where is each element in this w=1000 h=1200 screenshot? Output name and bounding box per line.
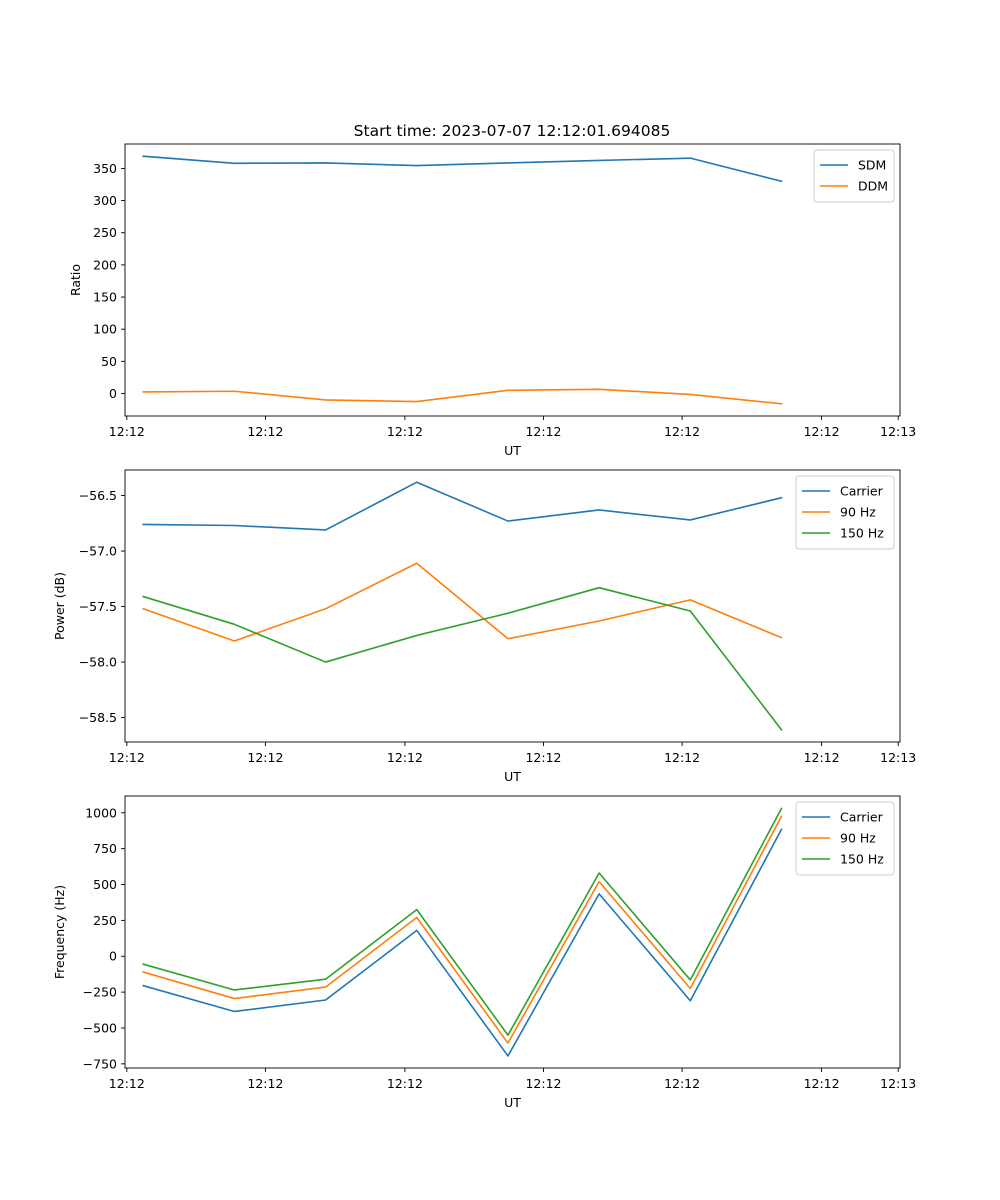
series-line-90-hz	[142, 815, 783, 1044]
y-tick-label: −58.0	[79, 655, 117, 670]
legend: SDM DDM	[813, 149, 895, 203]
y-tick-label: −750	[83, 1056, 117, 1071]
y-tick-label: 50	[101, 354, 117, 369]
x-tick-label: 12:12	[387, 424, 423, 439]
series-line-90-hz	[142, 562, 783, 642]
y-tick-label: 1000	[85, 805, 117, 820]
y-axis-label: Frequency (Hz)	[52, 885, 67, 979]
x-tick-label: 12:13	[880, 750, 916, 765]
x-tick-label: 12:12	[387, 750, 423, 765]
axes-frame	[124, 469, 901, 743]
x-tick-label: 12:12	[804, 750, 840, 765]
x-tick-label: 12:12	[664, 750, 700, 765]
y-tick-label: 150	[93, 290, 117, 305]
y-tick-label: 0	[109, 386, 117, 401]
x-tick-label: 12:12	[664, 424, 700, 439]
y-tick-label: −500	[83, 1020, 117, 1035]
series-line-sdm	[142, 155, 783, 183]
chart-panel-frequency: 12:12 12:12 12:12 12:12 12:12 12:12 12:13 1000 7…	[52, 795, 916, 1110]
y-tick-label: −57.5	[79, 599, 117, 614]
x-tick-label: 12:13	[880, 1076, 916, 1091]
x-tick-label: 12:12	[804, 424, 840, 439]
y-tick-label: 250	[93, 225, 117, 240]
x-tick-label: 12:12	[525, 1076, 561, 1091]
series-line-carrier	[142, 828, 783, 1057]
x-axis-label: UT	[504, 443, 521, 458]
x-axis-label: UT	[504, 769, 521, 784]
y-tick-label: 100	[93, 322, 117, 337]
x-tick-label: 12:12	[109, 750, 145, 765]
x-tick-label: 12:12	[525, 750, 561, 765]
x-tick-label: 12:13	[880, 424, 916, 439]
legend-box	[795, 475, 895, 550]
y-tick-label: 200	[93, 257, 117, 272]
y-tick-label: 0	[109, 949, 117, 964]
series-line-150-hz	[142, 586, 783, 731]
y-tick-label: 300	[93, 193, 117, 208]
legend-entry: 150 Hz	[840, 852, 884, 867]
y-tick-label: −56.5	[79, 488, 117, 503]
x-tick-label: 12:12	[525, 424, 561, 439]
chart-panel-ratio: 12:12 12:12 12:12 12:12 12:12 12:12 12:13 0 50 10…	[68, 143, 916, 458]
axes-frame	[124, 795, 901, 1069]
legend-entry: 150 Hz	[840, 526, 884, 541]
legend-entry: 90 Hz	[840, 505, 876, 520]
legend-entry: Carrier	[840, 484, 884, 499]
x-axis-label: UT	[504, 1095, 521, 1110]
y-tick-label: 250	[93, 913, 117, 928]
y-axis-label: Ratio	[68, 264, 83, 296]
x-tick-label: 12:12	[247, 1076, 283, 1091]
y-tick-label: 750	[93, 841, 117, 856]
y-tick-label: −57.0	[79, 544, 117, 559]
series-line-150-hz	[142, 807, 783, 1036]
y-tick-label: −58.5	[79, 710, 117, 725]
y-axis-label: Power (dB)	[52, 572, 67, 640]
legend-box	[813, 149, 895, 203]
x-tick-label: 12:12	[109, 1076, 145, 1091]
axes-frame	[124, 143, 901, 417]
chart-panel-power: 12:12 12:12 12:12 12:12 12:12 12:12 12:13 −56.5…	[52, 469, 916, 784]
legend-box	[795, 801, 895, 876]
x-tick-label: 12:12	[387, 1076, 423, 1091]
x-tick-label: 12:12	[109, 424, 145, 439]
legend: Carrier 90 Hz 150 Hz	[795, 475, 895, 550]
legend-entry: DDM	[858, 179, 888, 194]
figure-title: Start time: 2023-07-07 12:12:01.694085	[354, 122, 671, 140]
legend-entry: Carrier	[840, 810, 884, 825]
series-line-ddm	[142, 388, 783, 405]
x-tick-label: 12:12	[804, 1076, 840, 1091]
y-tick-label: 350	[93, 161, 117, 176]
x-tick-label: 12:12	[247, 424, 283, 439]
chart-panels: 12:12 12:12 12:12 12:12 12:12 12:12 12:13 0 50 10…	[52, 143, 916, 1110]
y-tick-label: 500	[93, 877, 117, 892]
x-tick-label: 12:12	[664, 1076, 700, 1091]
legend: Carrier 90 Hz 150 Hz	[795, 801, 895, 876]
y-tick-label: −250	[83, 985, 117, 1000]
legend-entry: SDM	[858, 158, 886, 173]
x-tick-label: 12:12	[247, 750, 283, 765]
series-line-carrier	[142, 481, 783, 531]
legend-entry: 90 Hz	[840, 831, 876, 846]
